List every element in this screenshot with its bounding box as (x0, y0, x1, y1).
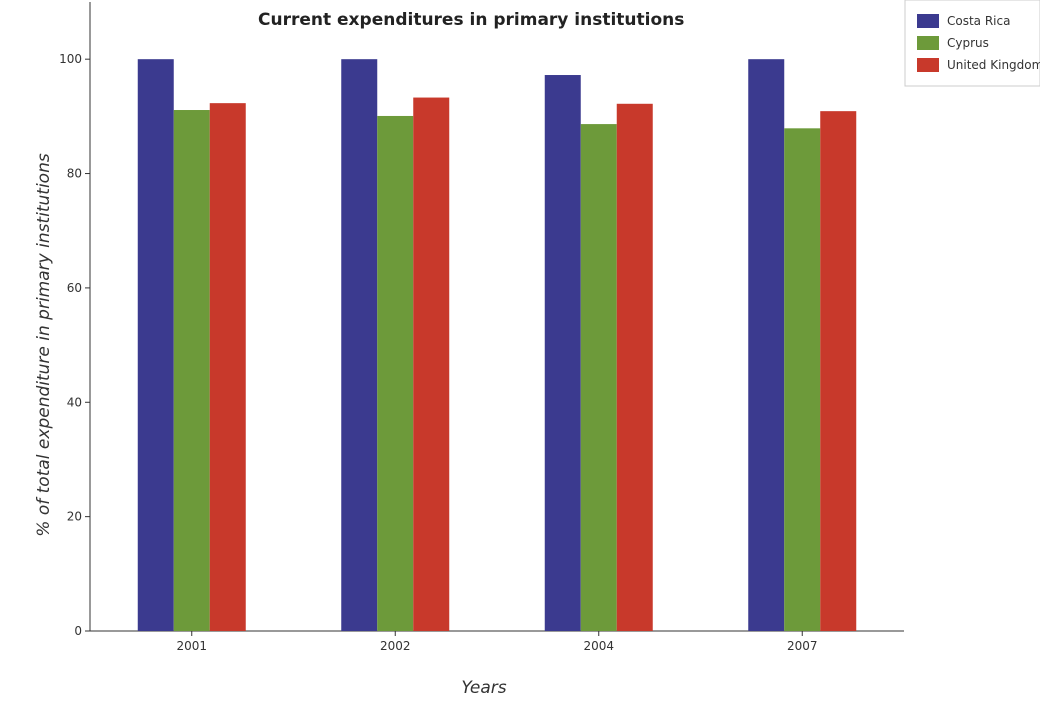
y-axis-ticks: 0 20 40 60 80 100 (59, 52, 90, 638)
bar (784, 128, 821, 631)
x-tick-label: 2002 (380, 639, 411, 653)
x-tick-label: 2007 (787, 639, 818, 653)
y-tick-label: 80 (67, 167, 82, 181)
y-tick-label: 20 (67, 510, 82, 524)
bar (413, 97, 450, 631)
y-tick-label: 40 (67, 395, 82, 409)
legend-swatch (917, 36, 939, 50)
bar (173, 110, 210, 631)
bar (377, 115, 414, 631)
x-axis-ticks: 2001 2002 2004 2007 (176, 631, 818, 653)
legend-label: Cyprus (947, 36, 989, 50)
x-tick-label: 2004 (583, 639, 614, 653)
x-axis-label: Years (461, 678, 506, 698)
legend: Costa Rica Cyprus United Kingdom (904, 0, 1040, 87)
bars-group (137, 59, 857, 632)
y-tick-label: 100 (59, 52, 82, 66)
y-tick-label: 0 (74, 624, 82, 638)
chart-title: Current expenditures in primary institut… (258, 10, 684, 30)
legend-label: United Kingdom (947, 58, 1040, 72)
bar (341, 59, 378, 631)
y-tick-label: 60 (67, 281, 82, 295)
y-axis-label: % of total expenditure in primary instit… (34, 153, 54, 537)
bar (820, 111, 857, 631)
legend-label: Costa Rica (947, 14, 1010, 28)
bar (748, 59, 785, 631)
x-tick-label: 2001 (176, 639, 207, 653)
bar (544, 75, 581, 631)
bar (137, 59, 174, 631)
legend-swatch (917, 58, 939, 72)
legend-swatch (917, 14, 939, 28)
bar (209, 103, 246, 631)
bar (616, 103, 653, 632)
bar (580, 124, 617, 631)
